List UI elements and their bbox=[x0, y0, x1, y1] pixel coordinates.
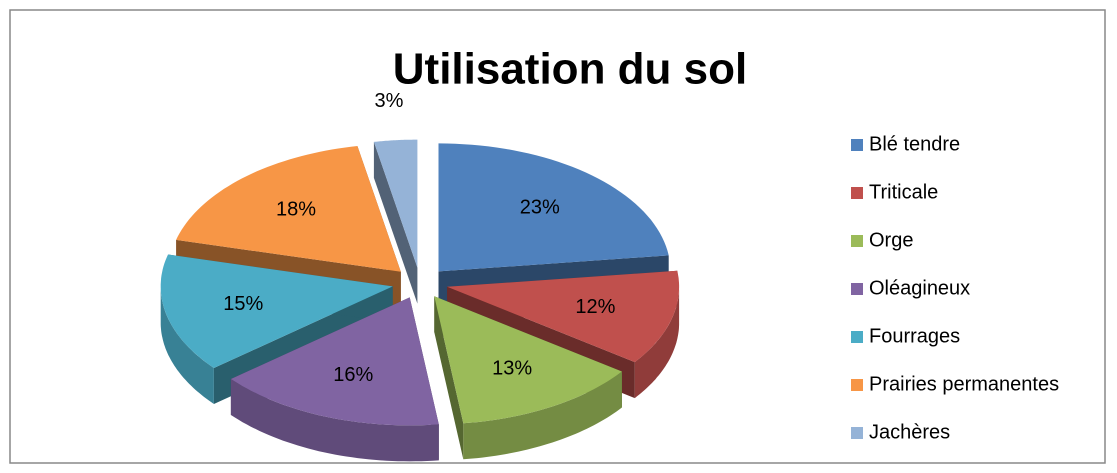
slice bbox=[176, 146, 401, 272]
legend-swatch bbox=[851, 235, 863, 247]
legend-label: Oléagineux bbox=[869, 277, 970, 299]
legend-swatch bbox=[851, 379, 863, 391]
data-label: 3% bbox=[375, 90, 404, 112]
legend-label: Fourrages bbox=[869, 325, 960, 347]
legend-swatch bbox=[851, 283, 863, 295]
data-label: 18% bbox=[276, 198, 316, 220]
legend-label: Orge bbox=[869, 229, 913, 251]
legend-swatch bbox=[851, 427, 863, 439]
slice bbox=[438, 143, 669, 272]
chart-title: Utilisation du sol bbox=[393, 45, 747, 94]
data-label: 13% bbox=[492, 357, 532, 379]
legend-label: Jachères bbox=[869, 421, 950, 443]
slice bbox=[447, 270, 680, 363]
slice bbox=[230, 297, 439, 426]
slice-rim bbox=[160, 286, 214, 404]
legend-swatch bbox=[851, 331, 863, 343]
legend-swatch bbox=[851, 187, 863, 199]
legend-label: Blé tendre bbox=[869, 133, 960, 155]
slice bbox=[434, 296, 622, 424]
legend-swatch bbox=[851, 139, 863, 151]
slice-wall bbox=[434, 296, 464, 460]
data-label: 12% bbox=[575, 296, 615, 318]
data-label: 16% bbox=[333, 364, 373, 386]
slice-wall bbox=[373, 141, 418, 304]
data-label: 23% bbox=[520, 196, 560, 218]
slice-rim bbox=[230, 379, 439, 462]
legend-label: Triticale bbox=[869, 181, 938, 203]
slice bbox=[160, 254, 393, 368]
legend-label: Prairies permanentes bbox=[869, 373, 1059, 395]
slice bbox=[373, 139, 418, 268]
slice-rim bbox=[463, 371, 622, 460]
slice-rim bbox=[634, 286, 680, 399]
data-label: 15% bbox=[223, 293, 263, 315]
